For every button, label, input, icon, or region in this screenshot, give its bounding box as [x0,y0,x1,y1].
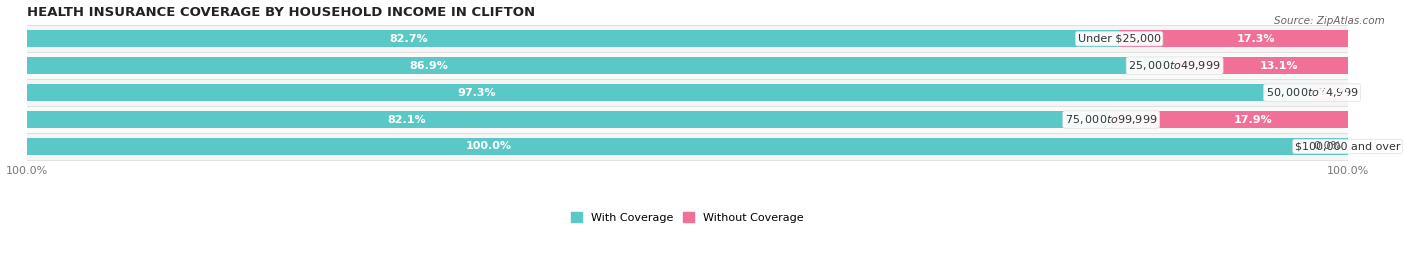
Text: 86.9%: 86.9% [409,61,449,71]
Text: $75,000 to $99,999: $75,000 to $99,999 [1064,113,1157,126]
Bar [27,106,1348,133]
Text: Under $25,000: Under $25,000 [1077,34,1161,44]
Text: $25,000 to $49,999: $25,000 to $49,999 [1129,59,1220,72]
Bar [27,25,1348,52]
Bar [27,84,1312,101]
Text: HEALTH INSURANCE COVERAGE BY HOUSEHOLD INCOME IN CLIFTON: HEALTH INSURANCE COVERAGE BY HOUSEHOLD I… [27,6,534,19]
Text: $100,000 and over: $100,000 and over [1295,141,1400,151]
Text: 13.1%: 13.1% [1260,61,1298,71]
Text: 100.0%: 100.0% [465,141,512,151]
Text: 2.7%: 2.7% [1317,88,1348,98]
Bar [1111,111,1348,128]
Bar [27,57,1174,74]
Legend: With Coverage, Without Coverage: With Coverage, Without Coverage [567,208,807,227]
Text: $50,000 to $74,999: $50,000 to $74,999 [1265,86,1358,99]
Text: 17.3%: 17.3% [1237,34,1275,44]
Bar [27,133,1348,160]
Bar [27,111,1111,128]
Bar [1312,84,1348,101]
Text: 0.0%: 0.0% [1313,141,1341,151]
Bar [27,79,1348,106]
Bar [27,138,1348,155]
Bar [1119,30,1348,47]
Bar [27,30,1119,47]
Text: Source: ZipAtlas.com: Source: ZipAtlas.com [1274,16,1385,26]
Bar [27,52,1348,79]
Text: 97.3%: 97.3% [457,88,496,98]
Text: 82.7%: 82.7% [389,34,429,44]
Bar [1174,57,1348,74]
Text: 17.9%: 17.9% [1233,115,1272,125]
Text: 82.1%: 82.1% [387,115,426,125]
